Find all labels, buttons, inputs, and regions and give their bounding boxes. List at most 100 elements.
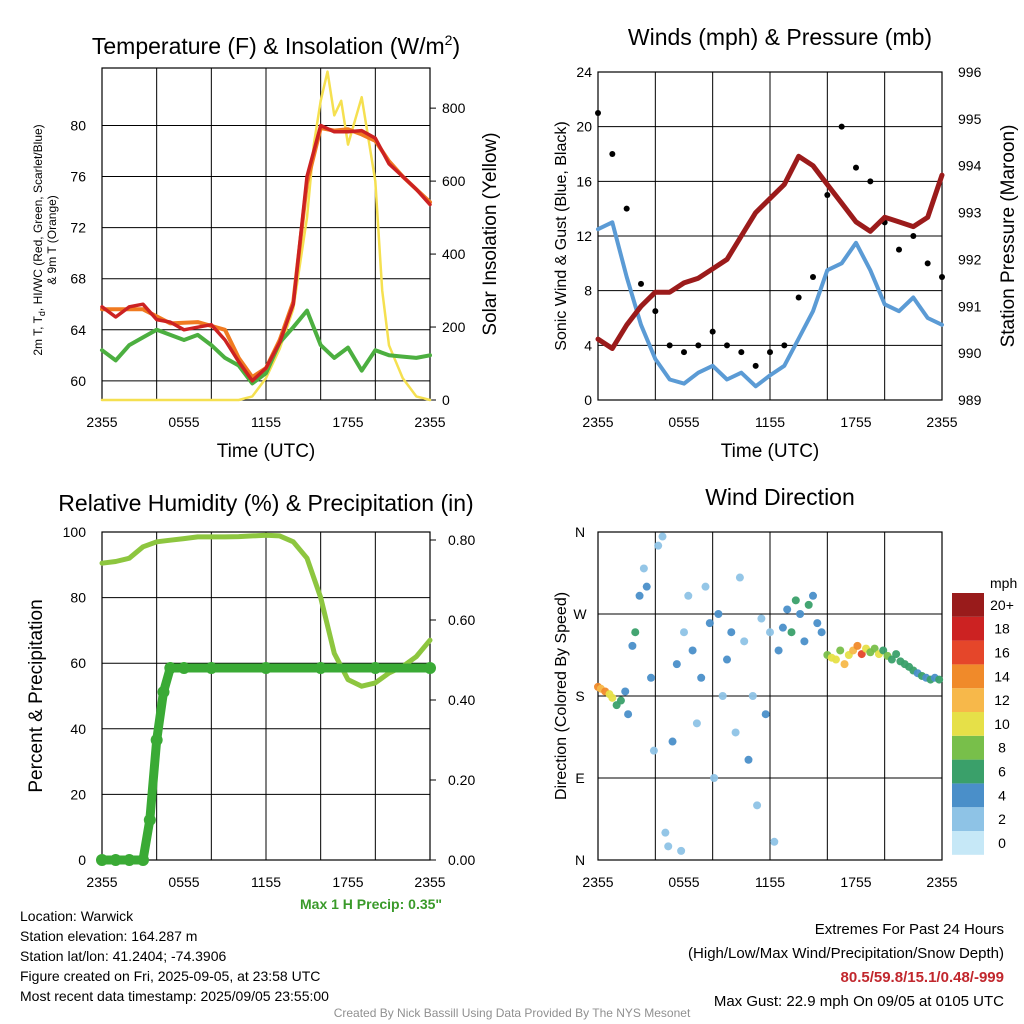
wind-dir-point — [647, 673, 656, 682]
max-precip-label: Max 1 H Precip: 0.35" — [300, 896, 443, 912]
y-tick-label: 100 — [63, 524, 87, 540]
wind-dir-point — [778, 623, 787, 632]
gust-point — [709, 328, 716, 335]
y2-axis-label-text: Station Pressure (Maroon) — [998, 125, 1019, 348]
y2-tick-label: 0.00 — [448, 852, 475, 868]
precip-point — [109, 854, 122, 866]
solar-line — [100, 70, 432, 402]
y2-tick-label: 0.40 — [448, 692, 475, 708]
y2-tick-label: 990 — [958, 345, 982, 361]
precip-point — [123, 854, 136, 866]
x-tick-label: 1755 — [840, 414, 871, 430]
wind-dir-point — [621, 687, 630, 696]
wind-dir-point — [804, 600, 813, 609]
legend-swatch — [952, 759, 984, 784]
wind-dir-point — [879, 646, 888, 655]
x-tick-label: 2355 — [86, 414, 117, 430]
x-tick-label: 2355 — [414, 414, 445, 430]
legend-label: 16 — [994, 645, 1010, 661]
wind-dir-point — [800, 637, 809, 646]
y2-tick-label: 800 — [442, 100, 466, 116]
y-tick-label: S — [575, 688, 584, 704]
gust-point — [910, 233, 917, 239]
y-tick-label: 60 — [70, 373, 86, 389]
gust-point — [781, 342, 788, 349]
y-tick-label: 40 — [70, 721, 86, 737]
wind-dir-point — [791, 596, 800, 605]
y-tick-label: 80 — [70, 117, 86, 133]
wind-dir-point — [787, 628, 796, 637]
extremes-box: Extremes For Past 24 Hours (High/Low/Max… — [688, 918, 1004, 1014]
gust-point — [824, 192, 831, 198]
wind-dir-point — [661, 828, 670, 837]
chart-title: Temperature (F) & Insolation (W/m2) — [92, 32, 460, 59]
legend-label: 2 — [998, 811, 1006, 827]
gust-point — [853, 164, 859, 171]
y-tick-label: 76 — [70, 169, 86, 185]
gust-point — [623, 205, 630, 212]
gust-point — [724, 342, 730, 349]
y2-tick-label: 0.20 — [448, 772, 475, 788]
wind-dir-point — [723, 655, 731, 664]
y2-tick-label: 993 — [958, 205, 982, 221]
wind-dir-point — [642, 582, 651, 591]
wind-dir-point — [853, 641, 862, 650]
chart-title: Wind Direction — [705, 484, 855, 510]
gust-point — [795, 294, 802, 301]
legend-label: 8 — [998, 740, 1006, 756]
x-tick-label: 1155 — [251, 874, 281, 890]
wind-dir-point — [658, 532, 667, 541]
y-tick-label: 0 — [584, 392, 592, 408]
gust-point — [652, 308, 659, 315]
x-tick-label: 2355 — [926, 874, 957, 890]
y-label-line1: 2m T, Td, HI/WC (Red, Green, Scarlet/Blu… — [31, 124, 47, 355]
gust-point — [666, 342, 673, 349]
station-location: Location: Warwick — [20, 908, 134, 924]
extremes-subtitle: (High/Low/Max Wind/Precipitation/Snow De… — [688, 945, 1004, 962]
wind-dir-point — [735, 573, 744, 582]
wind-dir-point — [744, 755, 753, 764]
wind-dir-point — [710, 774, 719, 782]
x-tick-label: 1155 — [251, 414, 281, 430]
wind-dir-point — [770, 837, 779, 846]
y-axis-label: Direction (Colored By Speed) — [553, 592, 570, 800]
panel-temperature: 2355 0555 1155 1755 235560646872768002004006… — [31, 32, 501, 462]
gust-point — [939, 274, 945, 280]
x-tick-label: 0555 — [668, 414, 699, 430]
gust-point — [638, 280, 644, 287]
station-info: Location: Warwick Station elevation: 164… — [20, 906, 329, 1006]
extremes-values: 80.5/59.8/15.1/0.48/-999 — [840, 969, 1004, 986]
x-tick-label: 0555 — [168, 874, 199, 890]
y2-tick-label: 0.60 — [448, 612, 475, 628]
x-tick-label: 0555 — [668, 874, 699, 890]
precip-point — [157, 686, 170, 698]
wind-dir-point — [714, 610, 723, 618]
legend-label: 10 — [994, 716, 1010, 732]
y-tick-label: N — [575, 524, 585, 540]
y-tick-label: 20 — [70, 786, 86, 802]
wind-dir-point — [831, 655, 840, 664]
wind-dir-point — [840, 660, 849, 669]
wind-dir-point — [813, 619, 822, 628]
y-tick-label: 0 — [78, 852, 86, 868]
wind-dir-point — [705, 619, 714, 628]
gust-point — [838, 123, 845, 130]
wind-dir-point — [628, 641, 637, 650]
gust-point — [738, 349, 745, 356]
y2-axis-label-text: Solar Insolation (Yellow) — [480, 132, 501, 335]
y-tick-label: 12 — [576, 228, 592, 244]
legend-swatch — [952, 783, 984, 808]
legend-swatch — [952, 735, 984, 760]
precip-point — [369, 662, 382, 674]
y-tick-label: 64 — [70, 322, 86, 338]
y2-tick-label: 0 — [442, 392, 450, 408]
credit-line: Created By Nick Bassill Using Data Provi… — [333, 1006, 691, 1020]
wind-dir-point — [796, 610, 805, 618]
y-tick-label: 60 — [70, 655, 86, 671]
wind-dir-point — [688, 646, 697, 655]
wind-dir-point — [608, 693, 617, 702]
legend-label: 12 — [994, 692, 1010, 708]
gust-point — [867, 178, 874, 185]
legend-label: 0 — [998, 835, 1006, 851]
